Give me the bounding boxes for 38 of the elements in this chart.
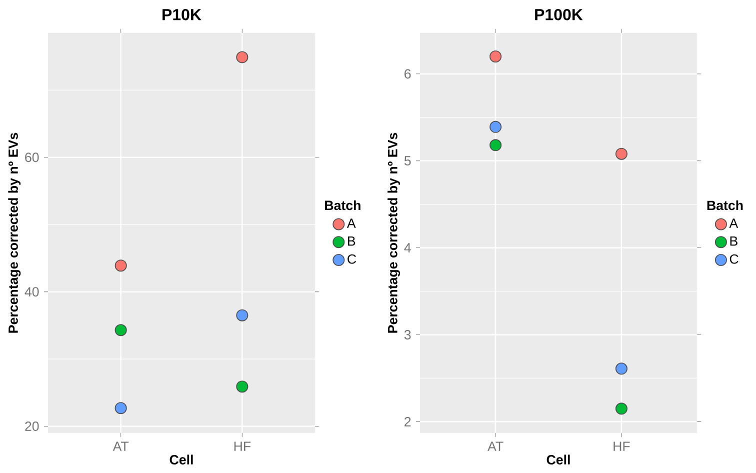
x-tick-label: HF xyxy=(614,442,630,451)
x-tick-label: AT xyxy=(488,442,504,451)
point xyxy=(236,51,248,64)
point xyxy=(615,362,628,375)
point xyxy=(114,402,127,414)
point xyxy=(236,309,248,322)
point xyxy=(490,50,502,62)
y-axis-title: Percentage corrected by nº EVs xyxy=(388,132,400,333)
x-tick-label: HF xyxy=(234,442,251,451)
point xyxy=(490,139,502,152)
legend-label: B xyxy=(730,236,738,246)
legend-label: A xyxy=(729,218,738,228)
legend-label: A xyxy=(346,218,356,228)
legend-title: Batch xyxy=(325,200,360,210)
point xyxy=(114,324,127,336)
point xyxy=(490,120,502,133)
x-axis-title: Cell xyxy=(546,454,570,464)
point xyxy=(236,380,248,393)
x-tick-label: AT xyxy=(112,442,129,451)
point xyxy=(615,148,628,160)
y-tick-label: 5 xyxy=(404,156,411,166)
legend-label: C xyxy=(730,254,738,264)
point xyxy=(615,402,628,415)
y-tick-label: 20 xyxy=(25,422,39,431)
y-tick-label: 40 xyxy=(24,287,39,297)
y-tick-label: 6 xyxy=(404,69,411,79)
y-axis-title: Percentage corrected by nº EVs xyxy=(8,132,21,333)
y-tick-label: 60 xyxy=(25,152,39,162)
legend-title: Batch xyxy=(707,200,743,210)
legend-label: B xyxy=(348,236,356,246)
y-tick-label: 2 xyxy=(404,417,411,426)
y-tick-label: 3 xyxy=(404,330,411,340)
y-tick-label: 4 xyxy=(404,243,411,252)
chart-title: P100K xyxy=(535,8,583,20)
legend-label: C xyxy=(348,254,356,264)
point xyxy=(114,260,127,272)
chart-title: P10K xyxy=(162,8,202,20)
x-axis-title: Cell xyxy=(170,454,193,464)
